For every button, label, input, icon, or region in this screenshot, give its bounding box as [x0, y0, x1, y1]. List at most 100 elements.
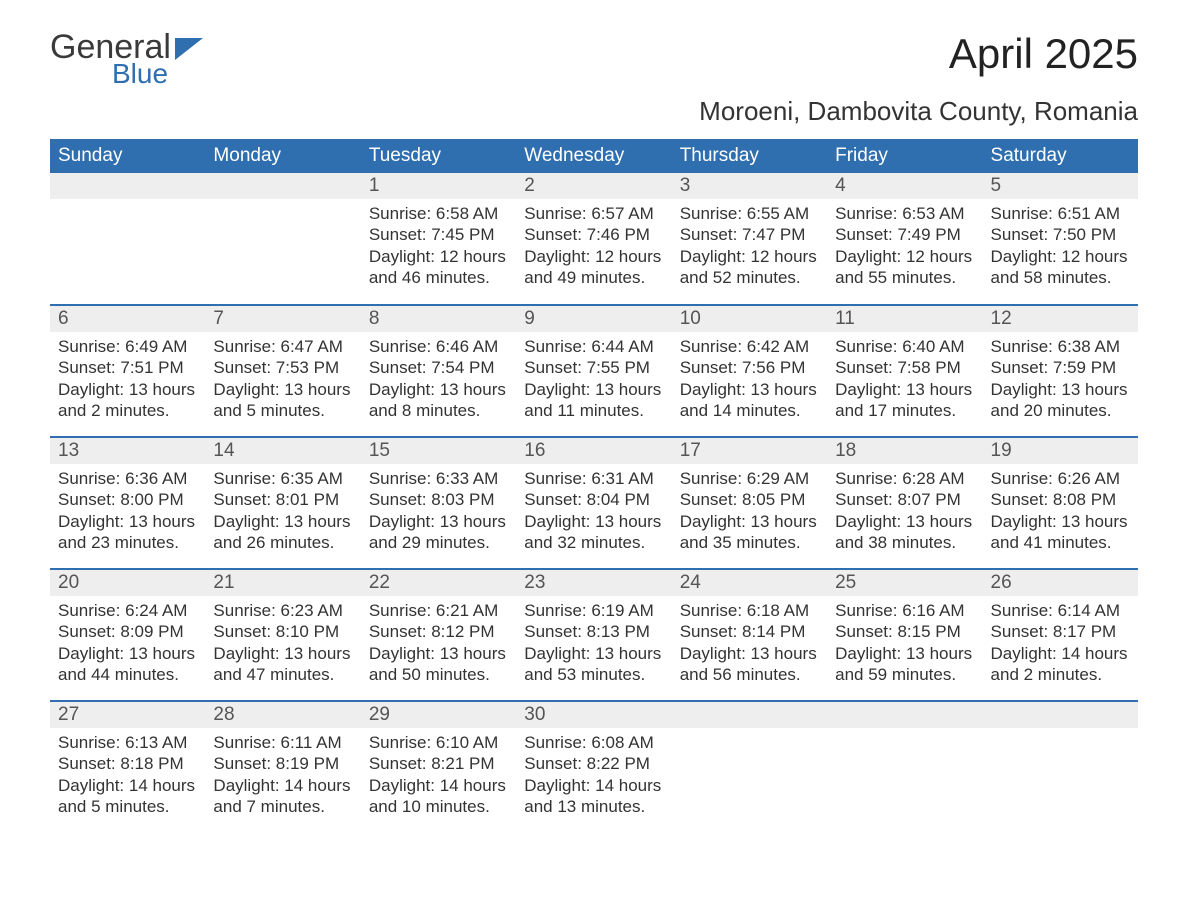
sunrise-text: Sunrise: 6:24 AM — [58, 600, 197, 621]
day-number: 9 — [516, 306, 671, 332]
dow-header: Tuesday — [361, 139, 516, 173]
day-details: Sunrise: 6:29 AMSunset: 8:05 PMDaylight:… — [672, 464, 827, 561]
day-number: 5 — [983, 173, 1138, 199]
day-details: Sunrise: 6:24 AMSunset: 8:09 PMDaylight:… — [50, 596, 205, 693]
daylight-text-2: and 49 minutes. — [524, 267, 663, 288]
sunset-text: Sunset: 8:08 PM — [991, 489, 1130, 510]
sunset-text: Sunset: 7:45 PM — [369, 224, 508, 245]
day-cell: 14Sunrise: 6:35 AMSunset: 8:01 PMDayligh… — [205, 437, 360, 569]
calendar-table: SundayMondayTuesdayWednesdayThursdayFrid… — [50, 139, 1138, 833]
day-details: Sunrise: 6:31 AMSunset: 8:04 PMDaylight:… — [516, 464, 671, 561]
day-number: 15 — [361, 438, 516, 464]
day-number — [827, 702, 982, 728]
day-details: Sunrise: 6:55 AMSunset: 7:47 PMDaylight:… — [672, 199, 827, 296]
sunrise-text: Sunrise: 6:21 AM — [369, 600, 508, 621]
daylight-text-1: Daylight: 13 hours — [58, 379, 197, 400]
day-details: Sunrise: 6:33 AMSunset: 8:03 PMDaylight:… — [361, 464, 516, 561]
day-number: 25 — [827, 570, 982, 596]
daylight-text-1: Daylight: 14 hours — [58, 775, 197, 796]
daylight-text-1: Daylight: 13 hours — [213, 643, 352, 664]
day-details: Sunrise: 6:46 AMSunset: 7:54 PMDaylight:… — [361, 332, 516, 429]
daylight-text-2: and 38 minutes. — [835, 532, 974, 553]
sunrise-text: Sunrise: 6:55 AM — [680, 203, 819, 224]
location-subtitle: Moroeni, Dambovita County, Romania — [50, 96, 1138, 127]
sunset-text: Sunset: 7:55 PM — [524, 357, 663, 378]
dow-header: Wednesday — [516, 139, 671, 173]
day-number — [983, 702, 1138, 728]
day-details: Sunrise: 6:08 AMSunset: 8:22 PMDaylight:… — [516, 728, 671, 825]
sunrise-text: Sunrise: 6:08 AM — [524, 732, 663, 753]
day-details: Sunrise: 6:14 AMSunset: 8:17 PMDaylight:… — [983, 596, 1138, 693]
day-cell: 5Sunrise: 6:51 AMSunset: 7:50 PMDaylight… — [983, 173, 1138, 305]
day-cell — [50, 173, 205, 305]
daylight-text-2: and 20 minutes. — [991, 400, 1130, 421]
day-details: Sunrise: 6:18 AMSunset: 8:14 PMDaylight:… — [672, 596, 827, 693]
logo: General Blue — [50, 30, 203, 90]
day-cell: 28Sunrise: 6:11 AMSunset: 8:19 PMDayligh… — [205, 701, 360, 833]
day-number: 22 — [361, 570, 516, 596]
day-cell: 4Sunrise: 6:53 AMSunset: 7:49 PMDaylight… — [827, 173, 982, 305]
sunrise-text: Sunrise: 6:26 AM — [991, 468, 1130, 489]
day-cell: 20Sunrise: 6:24 AMSunset: 8:09 PMDayligh… — [50, 569, 205, 701]
daylight-text-2: and 7 minutes. — [213, 796, 352, 817]
day-number: 6 — [50, 306, 205, 332]
daylight-text-1: Daylight: 13 hours — [680, 643, 819, 664]
day-cell: 21Sunrise: 6:23 AMSunset: 8:10 PMDayligh… — [205, 569, 360, 701]
day-number: 13 — [50, 438, 205, 464]
day-details: Sunrise: 6:51 AMSunset: 7:50 PMDaylight:… — [983, 199, 1138, 296]
day-details: Sunrise: 6:11 AMSunset: 8:19 PMDaylight:… — [205, 728, 360, 825]
day-details: Sunrise: 6:19 AMSunset: 8:13 PMDaylight:… — [516, 596, 671, 693]
day-number — [50, 173, 205, 199]
day-cell: 7Sunrise: 6:47 AMSunset: 7:53 PMDaylight… — [205, 305, 360, 437]
day-number: 19 — [983, 438, 1138, 464]
daylight-text-1: Daylight: 13 hours — [680, 511, 819, 532]
day-cell: 11Sunrise: 6:40 AMSunset: 7:58 PMDayligh… — [827, 305, 982, 437]
daylight-text-1: Daylight: 13 hours — [213, 511, 352, 532]
day-cell: 24Sunrise: 6:18 AMSunset: 8:14 PMDayligh… — [672, 569, 827, 701]
day-number: 10 — [672, 306, 827, 332]
day-details: Sunrise: 6:26 AMSunset: 8:08 PMDaylight:… — [983, 464, 1138, 561]
day-number — [205, 173, 360, 199]
day-cell: 8Sunrise: 6:46 AMSunset: 7:54 PMDaylight… — [361, 305, 516, 437]
day-cell: 27Sunrise: 6:13 AMSunset: 8:18 PMDayligh… — [50, 701, 205, 833]
dow-header-row: SundayMondayTuesdayWednesdayThursdayFrid… — [50, 139, 1138, 173]
day-cell: 3Sunrise: 6:55 AMSunset: 7:47 PMDaylight… — [672, 173, 827, 305]
daylight-text-1: Daylight: 14 hours — [369, 775, 508, 796]
daylight-text-2: and 46 minutes. — [369, 267, 508, 288]
day-cell: 9Sunrise: 6:44 AMSunset: 7:55 PMDaylight… — [516, 305, 671, 437]
sunset-text: Sunset: 8:09 PM — [58, 621, 197, 642]
day-details: Sunrise: 6:16 AMSunset: 8:15 PMDaylight:… — [827, 596, 982, 693]
sunset-text: Sunset: 8:22 PM — [524, 753, 663, 774]
sunset-text: Sunset: 8:05 PM — [680, 489, 819, 510]
day-details: Sunrise: 6:47 AMSunset: 7:53 PMDaylight:… — [205, 332, 360, 429]
day-cell: 29Sunrise: 6:10 AMSunset: 8:21 PMDayligh… — [361, 701, 516, 833]
dow-header: Thursday — [672, 139, 827, 173]
daylight-text-1: Daylight: 13 hours — [991, 511, 1130, 532]
week-row: 6Sunrise: 6:49 AMSunset: 7:51 PMDaylight… — [50, 305, 1138, 437]
sunset-text: Sunset: 8:14 PM — [680, 621, 819, 642]
daylight-text-2: and 5 minutes. — [58, 796, 197, 817]
daylight-text-2: and 53 minutes. — [524, 664, 663, 685]
daylight-text-2: and 50 minutes. — [369, 664, 508, 685]
day-number: 7 — [205, 306, 360, 332]
sunrise-text: Sunrise: 6:57 AM — [524, 203, 663, 224]
sunset-text: Sunset: 7:56 PM — [680, 357, 819, 378]
daylight-text-2: and 23 minutes. — [58, 532, 197, 553]
logo-triangle-icon — [175, 38, 203, 60]
daylight-text-1: Daylight: 12 hours — [680, 246, 819, 267]
sunset-text: Sunset: 7:49 PM — [835, 224, 974, 245]
day-details: Sunrise: 6:57 AMSunset: 7:46 PMDaylight:… — [516, 199, 671, 296]
day-details: Sunrise: 6:49 AMSunset: 7:51 PMDaylight:… — [50, 332, 205, 429]
header: General Blue April 2025 — [50, 30, 1138, 90]
sunrise-text: Sunrise: 6:18 AM — [680, 600, 819, 621]
sunrise-text: Sunrise: 6:19 AM — [524, 600, 663, 621]
sunrise-text: Sunrise: 6:28 AM — [835, 468, 974, 489]
dow-header: Monday — [205, 139, 360, 173]
sunset-text: Sunset: 8:04 PM — [524, 489, 663, 510]
sunset-text: Sunset: 7:59 PM — [991, 357, 1130, 378]
sunset-text: Sunset: 8:19 PM — [213, 753, 352, 774]
sunrise-text: Sunrise: 6:35 AM — [213, 468, 352, 489]
daylight-text-2: and 2 minutes. — [991, 664, 1130, 685]
daylight-text-1: Daylight: 13 hours — [835, 511, 974, 532]
day-number: 3 — [672, 173, 827, 199]
